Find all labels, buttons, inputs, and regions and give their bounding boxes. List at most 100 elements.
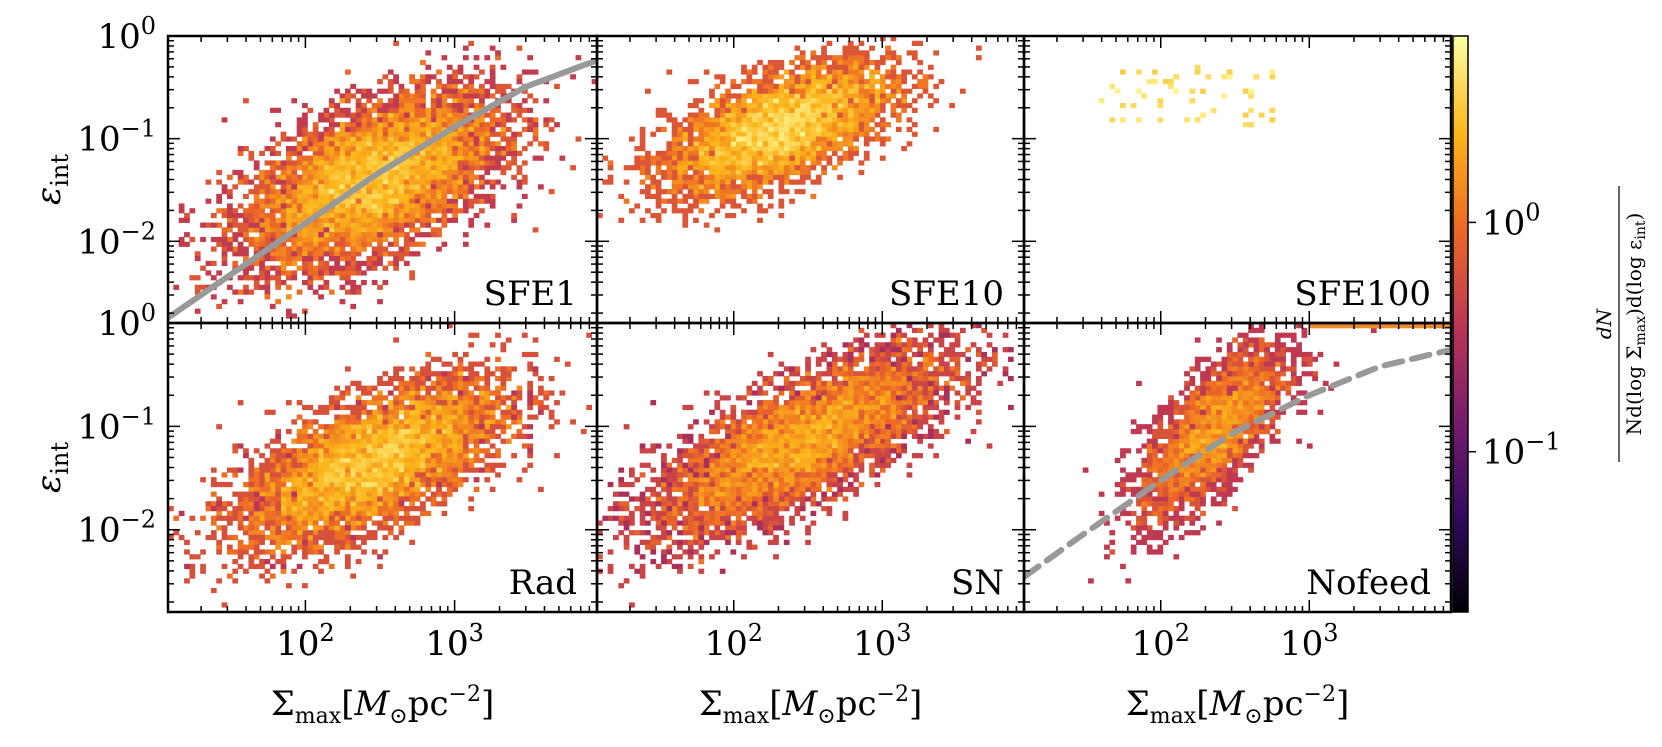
heatmap-bin — [280, 530, 287, 536]
heatmap-bin — [500, 380, 507, 387]
heatmap-bin — [280, 165, 287, 171]
heatmap-bin — [484, 122, 491, 128]
heatmap-bin — [762, 409, 769, 415]
heatmap-bin — [334, 246, 340, 252]
heatmap-bin — [516, 102, 523, 109]
heatmap-bin — [371, 400, 378, 406]
heatmap-bin — [291, 169, 298, 176]
heatmap-bin — [344, 98, 351, 104]
heatmap-bin — [746, 88, 753, 94]
heatmap-bin — [339, 189, 346, 195]
heatmap-bin — [361, 246, 367, 252]
heatmap-bin — [414, 404, 421, 411]
heatmap-bin — [371, 501, 378, 507]
heatmap-bin — [516, 45, 523, 51]
heatmap-bin — [221, 481, 228, 488]
heatmap-bin — [457, 189, 464, 195]
heatmap-bin — [655, 539, 662, 545]
heatmap-bin — [334, 424, 340, 430]
heatmap-bin — [232, 212, 239, 219]
heatmap-bin — [986, 443, 993, 449]
heatmap-bin — [382, 515, 389, 521]
heatmap-bin — [757, 438, 763, 444]
heatmap-bin — [655, 193, 662, 200]
heatmap-bin — [799, 146, 806, 152]
heatmap-bin — [543, 390, 550, 396]
heatmap-bin — [264, 506, 271, 512]
heatmap-bin — [393, 122, 399, 128]
heatmap-bin — [302, 131, 308, 137]
heatmap-bin — [671, 539, 678, 545]
heatmap-bin — [446, 83, 453, 90]
heatmap-bin — [302, 117, 308, 123]
heatmap-bin — [826, 40, 833, 46]
heatmap-bin — [253, 208, 260, 214]
heatmap-bin — [473, 457, 480, 464]
heatmap-bin — [226, 501, 233, 507]
heatmap-bin — [398, 93, 405, 99]
heatmap-bin — [425, 126, 432, 133]
heatmap-bin — [398, 117, 405, 123]
heatmap-bin — [334, 160, 340, 166]
heatmap-bin — [361, 433, 367, 439]
heatmap-bin — [291, 491, 298, 497]
heatmap-bin — [361, 448, 367, 454]
heatmap-bin — [837, 74, 843, 80]
heatmap-bin — [794, 131, 801, 137]
heatmap-bin — [280, 462, 287, 468]
heatmap-bin — [414, 126, 421, 133]
heatmap-bin — [355, 534, 362, 541]
heatmap-bin — [291, 203, 298, 209]
heatmap-bin — [328, 193, 335, 200]
heatmap-bin — [751, 193, 758, 200]
heatmap-bin — [420, 203, 426, 209]
heatmap-bin — [821, 50, 827, 56]
heatmap-bin — [323, 525, 330, 531]
heatmap-bin — [312, 141, 319, 147]
heatmap-bin — [291, 506, 298, 512]
heatmap-bin — [425, 64, 432, 70]
heatmap-bin — [184, 539, 190, 545]
heatmap-bin — [243, 525, 249, 531]
heatmap-bin — [457, 424, 464, 430]
heatmap-bin — [709, 102, 715, 109]
heatmap-bin — [895, 112, 902, 118]
heatmap-bin — [409, 486, 416, 492]
heatmap-bin — [773, 428, 779, 435]
heatmap-bin — [698, 208, 705, 214]
heatmap-bin — [885, 45, 891, 51]
heatmap-bin — [452, 486, 458, 492]
heatmap-bin — [355, 515, 362, 521]
heatmap-bin — [532, 155, 539, 161]
heatmap-bin — [275, 544, 282, 550]
heatmap-bin — [586, 404, 593, 411]
heatmap-bin — [312, 563, 319, 570]
heatmap-bin — [462, 232, 469, 238]
heatmap-bin — [441, 98, 448, 104]
heatmap-bin — [831, 55, 838, 61]
heatmap-bin — [719, 74, 726, 80]
heatmap-bin — [629, 165, 635, 171]
heatmap-bin — [810, 457, 817, 464]
heatmap-bin — [302, 189, 308, 195]
heatmap-bin — [468, 184, 475, 190]
heatmap-bin — [248, 539, 255, 545]
heatmap-bin — [296, 496, 303, 502]
heatmap-bin — [1242, 122, 1249, 128]
heatmap-bin — [452, 189, 458, 195]
heatmap-bin — [436, 462, 442, 468]
heatmap-bin — [452, 380, 458, 387]
heatmap-bin — [473, 141, 480, 147]
heatmap-bin — [334, 107, 340, 113]
heatmap-bin — [778, 409, 785, 415]
heatmap-bin — [858, 98, 865, 104]
heatmap-bin — [318, 453, 324, 459]
heatmap-bin — [398, 246, 405, 252]
heatmap-bin — [436, 122, 442, 128]
heatmap-bin — [291, 544, 298, 550]
heatmap-bin — [264, 270, 271, 276]
heatmap-bin — [890, 409, 897, 415]
heatmap-bin — [516, 184, 523, 190]
heatmap-bin — [344, 131, 351, 137]
heatmap-bin — [318, 448, 324, 454]
